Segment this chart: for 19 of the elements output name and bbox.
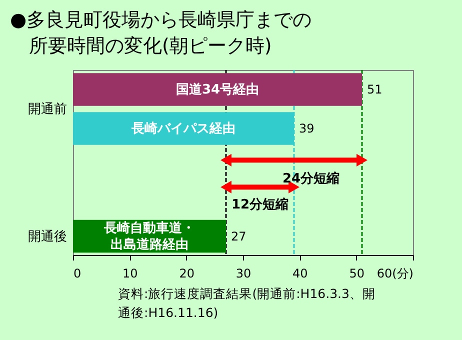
- x-tick-label: 0: [74, 266, 82, 280]
- annotation: 12分短縮: [231, 196, 289, 213]
- text: 資料:旅行速度調査結果(開通前:H16.3.3、開通後:H16.11.16): [118, 286, 376, 320]
- annotation: 24分短縮: [282, 170, 340, 186]
- y-tick-label: 国道34号経由: [176, 82, 260, 98]
- y-tick-label: 長崎バイパス経由: [130, 122, 236, 137]
- text: 開通後: [28, 229, 67, 244]
- x-tick-label: 50: [349, 266, 364, 280]
- data-label: 39: [299, 122, 314, 136]
- x-tick-label: 20: [179, 266, 194, 280]
- x-tick-label: 10: [122, 266, 138, 280]
- y-tick-label: 長崎自動車道・出島道路経由: [103, 221, 195, 252]
- chart-title: ●多良見町役場から長崎県庁までの所要時間の変化(朝ピーク時): [10, 9, 312, 57]
- x-tick-label: 40: [292, 266, 308, 280]
- x-tick-label: 30: [236, 266, 252, 280]
- data-label: 27: [231, 229, 246, 244]
- x-tick-label: 60(分): [376, 266, 414, 280]
- text: 開通前: [28, 102, 67, 118]
- data-label: 51: [367, 82, 382, 97]
